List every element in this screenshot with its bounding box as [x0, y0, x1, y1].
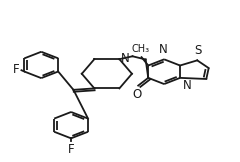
Text: F: F [12, 63, 19, 76]
Text: N: N [121, 52, 130, 65]
Text: N: N [183, 79, 192, 92]
Text: N: N [159, 43, 167, 56]
Text: CH₃: CH₃ [132, 44, 150, 54]
Text: O: O [132, 88, 142, 101]
Text: F: F [68, 143, 74, 156]
Text: S: S [195, 45, 202, 58]
